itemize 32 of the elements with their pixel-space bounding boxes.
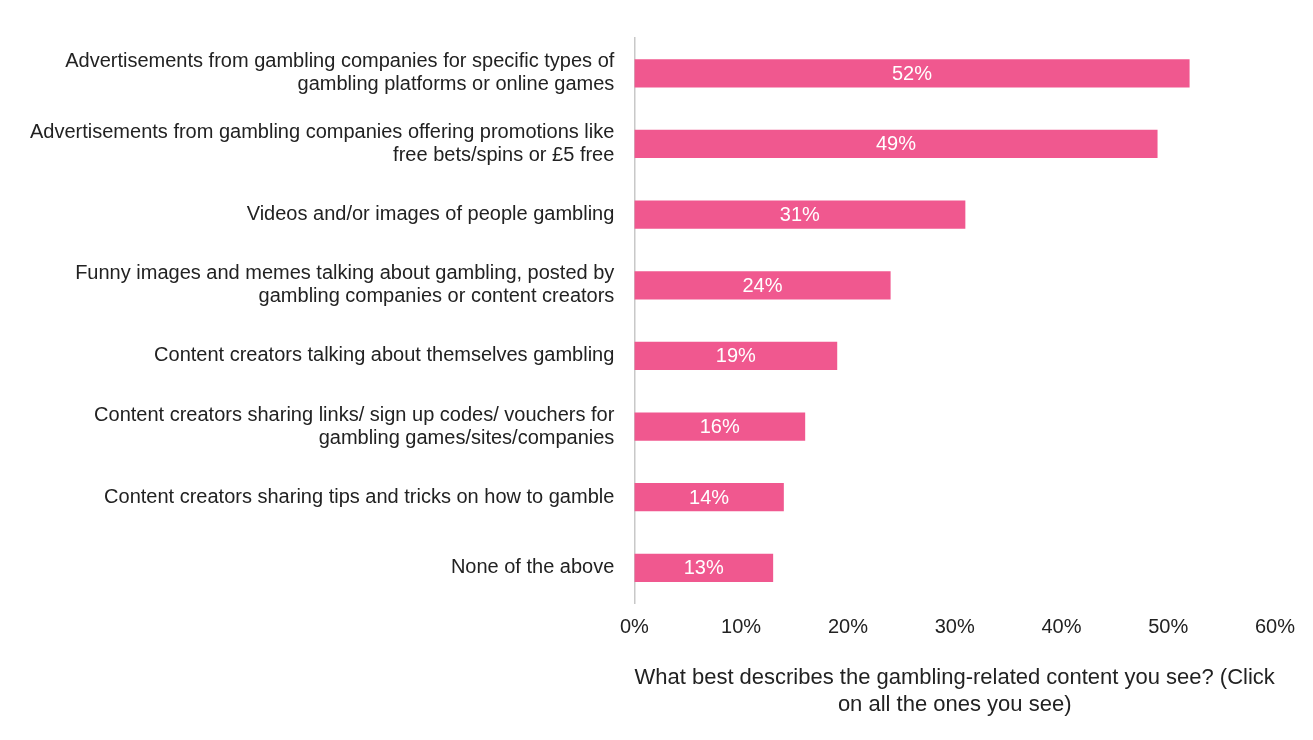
data-label: 13% — [683, 556, 724, 579]
data-label: 24% — [742, 273, 783, 296]
bar — [634, 59, 1190, 88]
x-tick-label: 30% — [934, 614, 975, 637]
data-label: 31% — [779, 203, 821, 226]
x-axis-title: What best describes the gambling-related content you see? (Click on all the ones you see) — [634, 664, 1276, 716]
data-label: 14% — [689, 485, 730, 508]
y-tick-label: Videos and/or images of people gambling — [246, 202, 615, 225]
y-tick-label: Content creators sharing tips and tricks on how to gamble — [104, 484, 615, 507]
bar — [634, 200, 966, 229]
data-label: 19% — [715, 344, 757, 367]
data-label: 52% — [891, 61, 933, 84]
bar — [634, 483, 784, 512]
bar — [634, 412, 806, 441]
bar — [634, 553, 774, 583]
bar — [634, 129, 1158, 159]
x-tick-label: 50% — [1148, 614, 1189, 637]
x-tick-label: 10% — [721, 614, 762, 637]
y-tick-label: None of the above — [450, 555, 615, 578]
x-tick-label: 0% — [619, 614, 650, 637]
y-tick-label: Content creators sharing links/ sign up codes/ vouchers for gambling games/sites/companies — [94, 402, 615, 448]
y-tick-label: Content creators talking about themselves gambling — [154, 343, 615, 366]
y-tick-label: Funny images and memes talking about gambling, posted by gambling companies or content creators — [75, 261, 615, 307]
data-label: 49% — [875, 132, 917, 155]
bar — [634, 341, 838, 371]
data-label: 16% — [699, 415, 740, 438]
bar — [634, 271, 891, 300]
x-tick-label: 20% — [827, 614, 869, 637]
y-tick-label: Advertisements from gambling companies offering promotions like free bets/spins or £5 free — [29, 119, 615, 165]
x-tick-label: 40% — [1041, 614, 1082, 637]
y-tick-label: Advertisements from gambling companies for specific types of gambling platforms or online games — [65, 49, 615, 95]
x-tick-label: 60% — [1254, 614, 1296, 637]
